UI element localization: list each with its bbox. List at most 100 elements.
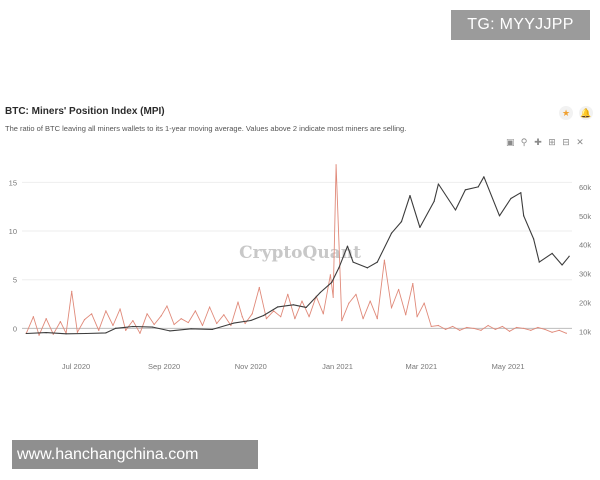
mpi-point <box>515 326 518 329</box>
mpi-point <box>59 320 61 323</box>
btc-price-point <box>568 255 570 257</box>
btc-price-point <box>292 304 295 306</box>
btc-price-point <box>211 328 214 331</box>
zoom-out-icon[interactable]: ⊟ <box>562 137 570 147</box>
mpi-point <box>294 318 296 320</box>
mpi-point <box>523 327 525 329</box>
mpi-point <box>341 320 343 322</box>
mpi-point <box>180 318 182 320</box>
btc-price-point <box>561 264 563 266</box>
chart-toolbar: ▣ ⚲ ✚ ⊞ ⊟ ✕ <box>506 137 584 148</box>
mpi-chart: 0 5 10 15 10k 20k 30k 40k 50k 60k Jul 2020 Sep 2020… <box>9 164 591 371</box>
mpi-point <box>139 332 141 334</box>
y-right-tick-label: 60k <box>579 183 591 192</box>
zoom-icon[interactable]: ⚲ <box>520 137 528 147</box>
mpi-point <box>335 164 337 166</box>
mpi-point <box>153 323 155 326</box>
mpi-point <box>322 313 324 315</box>
btc-price-point <box>437 183 440 185</box>
mpi-point <box>38 334 40 336</box>
mpi-point <box>423 302 425 304</box>
btc-price-point <box>152 326 154 328</box>
mpi-point <box>132 320 134 322</box>
mpi-point <box>119 308 121 310</box>
btc-price-point <box>105 332 107 334</box>
mpi-point <box>237 301 239 303</box>
mpi-point <box>369 300 371 302</box>
reset-icon[interactable]: ✕ <box>576 137 584 147</box>
mpi-point <box>223 314 225 316</box>
btc-price-point <box>25 332 27 335</box>
star-icon[interactable]: ★ <box>559 106 573 120</box>
mpi-point <box>194 310 196 312</box>
btc-price-point <box>523 215 525 217</box>
mpi-point <box>105 310 107 312</box>
x-tick-label: Jan 2021 <box>322 362 353 371</box>
y-right-tick-label: 40k <box>579 241 591 250</box>
btc-price-point <box>510 197 512 200</box>
mpi-point <box>125 329 127 331</box>
btc-price-point <box>346 245 349 247</box>
y-left-tick-label: 10 <box>9 227 17 236</box>
mpi-point <box>52 333 54 335</box>
btc-price-point <box>115 327 117 329</box>
btc-price-point <box>338 267 340 269</box>
btc-price-point <box>409 194 411 197</box>
btc-price-point <box>538 261 540 263</box>
btc-price-point <box>419 226 421 228</box>
btc-price-point <box>498 215 501 217</box>
mpi-point <box>91 313 93 315</box>
mpi-point <box>287 293 289 295</box>
y-right-tick-label: 50k <box>579 212 591 221</box>
btc-price-point <box>233 322 235 324</box>
x-tick-label: Sep 2020 <box>148 362 180 371</box>
chart-subtitle: The ratio of BTC leaving all miners wall… <box>5 124 407 133</box>
mpi-point <box>45 318 47 320</box>
mpi-point <box>146 313 148 315</box>
pan-icon[interactable]: ✚ <box>534 137 542 147</box>
mpi-point <box>565 332 567 334</box>
mpi-point <box>332 296 334 298</box>
btc-price-point <box>483 176 485 178</box>
mpi-point <box>558 329 560 331</box>
x-tick-label: May 2021 <box>492 362 525 371</box>
btc-price-point <box>331 281 333 283</box>
btc-price-point <box>263 314 265 317</box>
btc-price-point <box>400 220 403 223</box>
y-left-tick-label: 0 <box>13 324 17 333</box>
mpi-point <box>329 274 331 276</box>
mpi-point <box>272 310 275 312</box>
mpi-point <box>201 324 204 327</box>
mpi-point <box>32 316 34 318</box>
mpi-point <box>355 293 357 295</box>
mpi-point <box>405 314 407 316</box>
chart-title: BTC: Miners' Position Index (MPI) <box>5 106 165 117</box>
mpi-point <box>244 322 246 325</box>
mpi-point <box>71 290 73 292</box>
mpi-point <box>160 315 162 317</box>
mpi-point <box>76 331 79 333</box>
mpi-point <box>216 322 218 325</box>
mpi-point <box>459 329 461 331</box>
mpi-point <box>251 313 253 315</box>
bell-icon[interactable]: 🔔 <box>579 106 593 120</box>
btc-price-point <box>305 306 307 309</box>
tg-watermark: TG: MYYJJPP <box>451 10 590 40</box>
mpi-point <box>166 305 168 307</box>
mpi-point <box>383 259 386 261</box>
btc-price-point <box>520 192 522 194</box>
mpi-point <box>173 323 175 326</box>
mpi-point <box>508 330 511 332</box>
camera-icon[interactable]: ▣ <box>506 137 515 147</box>
btc-price-point <box>319 291 322 294</box>
mpi-point <box>83 319 86 321</box>
btc-price-point <box>169 330 171 332</box>
mpi-point <box>241 316 243 318</box>
zoom-in-icon[interactable]: ⊞ <box>548 137 556 147</box>
mpi-point <box>376 318 378 320</box>
btc-price-point <box>464 189 467 191</box>
mpi-point <box>362 318 364 320</box>
btc-price-point <box>190 328 192 330</box>
btc-price-point <box>250 319 252 322</box>
mpi-point <box>230 324 232 327</box>
